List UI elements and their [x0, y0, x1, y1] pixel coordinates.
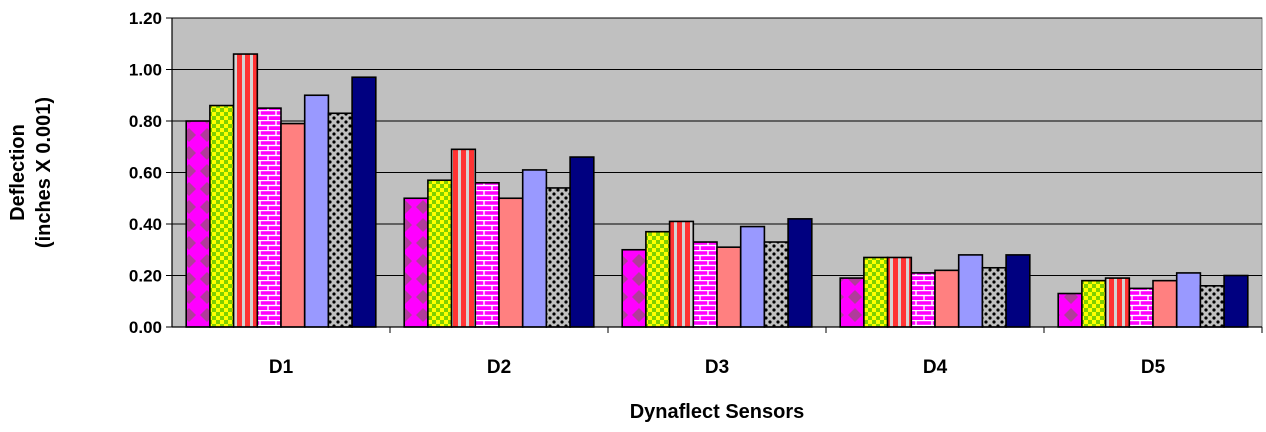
bar-d1-series-7: [327, 112, 353, 328]
bar-d4-series-3: [886, 256, 913, 328]
bar-d1-series-4: [256, 107, 282, 328]
y-axis-title-line-1: Deflection: [7, 124, 29, 221]
y-tick-labels: 0.00 0.20 0.40 0.60 0.80 1.00 1.20: [129, 9, 162, 337]
bar-d2-series-8: [569, 156, 595, 328]
bar-d4-series-5: [934, 269, 960, 328]
bar-d5-series-2: [1081, 279, 1107, 328]
y-tick-label: 0.40: [129, 215, 162, 234]
x-category-labels: D1 D2 D3 D4 D5: [269, 357, 1166, 378]
bar-d1-series-6: [303, 94, 330, 328]
bar-d5-series-8: [1223, 274, 1249, 328]
bar-d4-series-2: [863, 256, 889, 328]
y-tick-label: 0.60: [129, 164, 162, 183]
y-tick-label: 0.00: [129, 318, 162, 337]
bar-d4-series-8: [1005, 254, 1031, 328]
bar-d5-series-3: [1104, 277, 1131, 328]
bar-d3-series-7: [763, 241, 789, 328]
bar-d2-series-7: [545, 187, 571, 328]
bar-d4-series-4: [910, 272, 936, 328]
bar-d3-series-2: [645, 230, 671, 328]
bar-d5-series-7: [1199, 284, 1225, 328]
bar-d1-series-5: [280, 122, 306, 328]
bar-d2-series-3: [450, 148, 477, 328]
bar-d2-series-1: [403, 197, 429, 328]
bar-d5-series-5: [1152, 279, 1178, 328]
bar-d1-series-3: [232, 53, 259, 328]
bar-d5-series-4: [1128, 287, 1154, 328]
bar-d4-series-6: [957, 254, 984, 328]
bar-d3-series-4: [692, 241, 718, 328]
bars: [185, 53, 1249, 328]
bar-d1-series-8: [351, 76, 377, 328]
bar-d1-series-1: [185, 120, 211, 328]
bar-d3-series-5: [716, 246, 742, 328]
y-tick-label: 1.20: [129, 9, 162, 28]
bar-d2-series-6: [521, 169, 548, 328]
bar-d5-series-1: [1057, 292, 1083, 328]
y-tick-label: 1.00: [129, 61, 162, 80]
x-category-label: D5: [1141, 357, 1166, 378]
x-category-label: D4: [923, 357, 948, 378]
y-tick-label: 0.80: [129, 112, 162, 131]
x-category-label: D2: [487, 357, 511, 378]
bar-d5-series-6: [1175, 272, 1202, 328]
bar-d2-series-2: [427, 179, 453, 328]
y-tick-label: 0.20: [129, 267, 162, 286]
x-category-label: D1: [269, 357, 294, 378]
x-axis-title: Dynaflect Sensors: [630, 401, 805, 423]
y-axis-title-line-2: (inches X 0.001): [33, 97, 55, 248]
bar-d2-series-4: [474, 182, 500, 328]
bar-d1-series-2: [209, 104, 235, 328]
bar-d4-series-1: [839, 277, 865, 328]
bar-d3-series-6: [739, 225, 766, 328]
x-category-label: D3: [705, 357, 729, 378]
bar-d3-series-8: [787, 218, 813, 328]
bar-d3-series-1: [621, 248, 647, 328]
bar-d3-series-3: [668, 220, 695, 328]
bar-d4-series-7: [981, 266, 1007, 328]
bar-d2-series-5: [498, 197, 524, 328]
axes: [166, 17, 1263, 333]
